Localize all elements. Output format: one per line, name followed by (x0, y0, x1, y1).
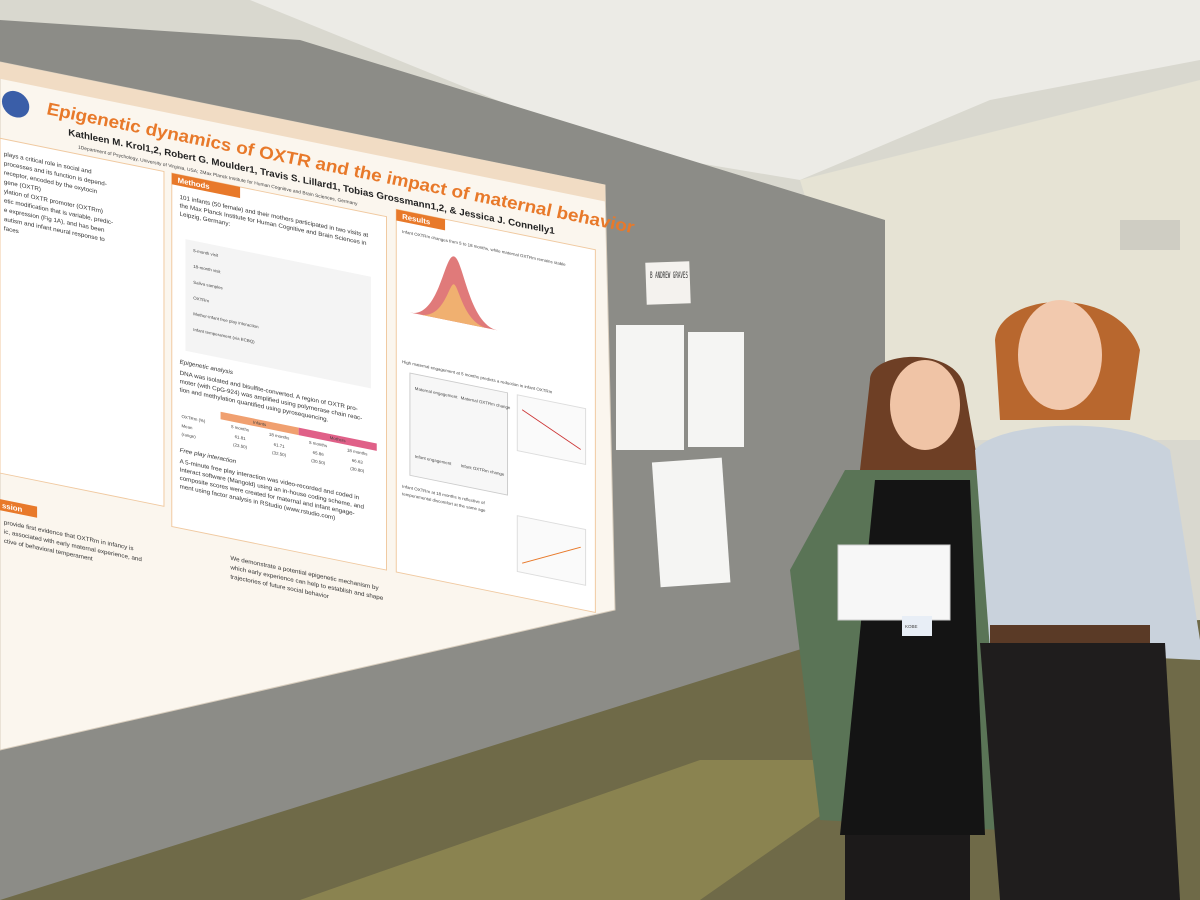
table-cell: (30.50) (311, 458, 325, 466)
table-cell: 61.71 (274, 442, 286, 449)
table-cell: Mean (182, 423, 194, 430)
timeline-label: 5-month visit (193, 248, 219, 258)
paper-sheet (688, 332, 744, 447)
section-header (396, 209, 446, 231)
poster-band (0, 62, 606, 202)
trend-line (521, 409, 581, 450)
ceiling (250, 0, 1200, 180)
table-column-label: 5 months (231, 424, 249, 432)
section-header (0, 499, 38, 518)
table-group-header (298, 427, 377, 451)
envelope (837, 544, 951, 621)
logo (1, 90, 30, 118)
path-diagram (409, 372, 509, 496)
timeline-figure (185, 239, 371, 389)
belt (990, 625, 1150, 643)
table-cell: 65.86 (313, 450, 325, 457)
paper-sheet (616, 325, 684, 450)
trousers (980, 643, 1180, 900)
intro-line: faces (4, 225, 19, 235)
table-column-label: OXTRm (%) (182, 414, 206, 424)
table-cell: (23.50) (233, 442, 247, 450)
timeline-label: Saliva samples (193, 280, 222, 291)
section-header (171, 173, 241, 199)
table-cell: (range) (182, 432, 197, 440)
face (1018, 300, 1102, 410)
table-cell: (30.80) (350, 466, 364, 474)
table-cell: (32.50) (272, 450, 286, 458)
intro-box (0, 137, 165, 507)
trend-line (521, 546, 581, 564)
table-group-header (220, 411, 299, 436)
distribution-figure (419, 284, 489, 329)
scatter-figure (516, 515, 587, 586)
envelope-tag (902, 616, 932, 636)
sign-text: B ANDREW GRAVES (650, 271, 688, 281)
section-heading: ssion (2, 501, 23, 514)
legs (845, 835, 970, 900)
table-cell: 61.81 (235, 434, 247, 441)
sign-card (645, 261, 691, 305)
table-column-label: 18 months (347, 448, 367, 457)
table-group-label: Mothers (330, 435, 346, 443)
speaker (1120, 220, 1180, 250)
table: Infants Mothers OXTRm (%) 5 months 18 months… (182, 411, 377, 474)
timeline-label: OXTRm (193, 295, 209, 303)
face (890, 360, 960, 450)
table-column-label: 5 months (309, 440, 327, 448)
timeline-label: 18-month visit (193, 264, 221, 275)
table-cell: 66.63 (352, 458, 364, 465)
carpet-pattern (300, 760, 900, 900)
paper-sheet (651, 457, 731, 588)
table-column-label: 18 months (269, 432, 289, 441)
shirt (975, 425, 1200, 660)
table-group-label: Infants (253, 420, 266, 427)
tag-text: KOBE (905, 624, 918, 629)
